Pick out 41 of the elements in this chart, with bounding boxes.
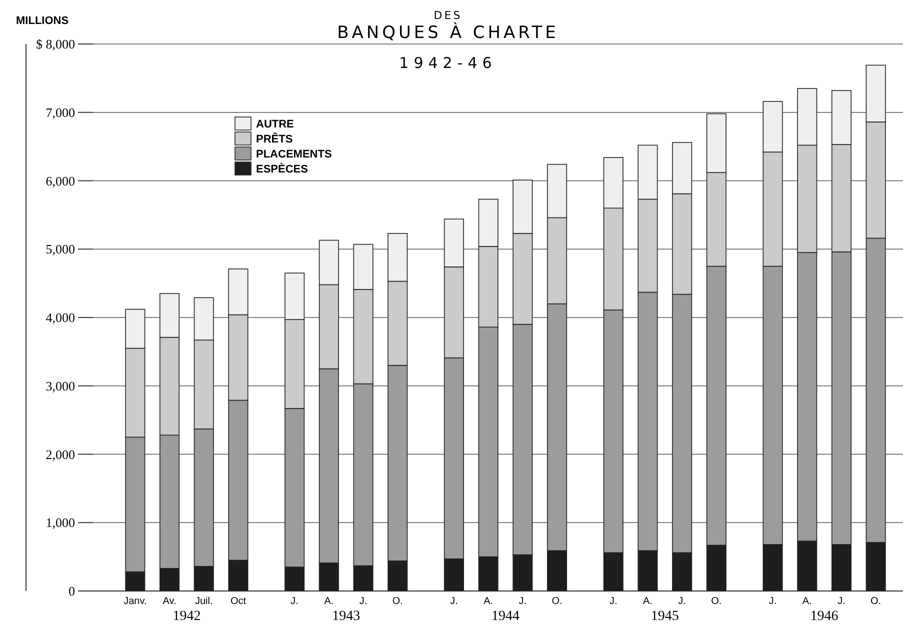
y-tick-label: 0 bbox=[68, 584, 75, 599]
x-tick-label: O. bbox=[870, 596, 882, 607]
text: 1942-46 bbox=[399, 54, 497, 72]
text: 1942 bbox=[172, 609, 201, 624]
x-tick-label: O. bbox=[392, 596, 403, 607]
legend-label: PLACEMENTS bbox=[256, 148, 332, 160]
x-tick-label: A. bbox=[643, 596, 652, 607]
y-tick-label: 4,000 bbox=[46, 310, 75, 326]
x-tick-label: O. bbox=[711, 596, 722, 607]
y-tick-label: $ 8,000 bbox=[36, 36, 75, 52]
x-tick-label: J. bbox=[290, 596, 298, 607]
x-tick-label: A. bbox=[802, 596, 812, 607]
x-tick-label: J. bbox=[450, 596, 458, 607]
y-axis-title: MILLIONS bbox=[16, 15, 69, 27]
chart-title: DES BANQUES À CHARTE bbox=[337, 9, 559, 43]
text: 1946 bbox=[810, 609, 838, 624]
legend-label: PRÊTS bbox=[256, 132, 293, 146]
x-tick-label: J. bbox=[768, 596, 777, 607]
x-tick-label: Oct bbox=[230, 596, 246, 607]
legend-label: AUTRE bbox=[256, 118, 294, 130]
y-tick-label: 7,000 bbox=[46, 104, 75, 120]
x-tick-label: Janv. bbox=[124, 596, 147, 607]
x-tick-label: A. bbox=[484, 596, 494, 607]
x-tick-label: O. bbox=[552, 596, 562, 607]
text: 1943 bbox=[332, 609, 360, 624]
y-tick-label: 6,000 bbox=[46, 173, 75, 188]
y-tick-label: 3,000 bbox=[46, 378, 75, 394]
y-tick-label: 5,000 bbox=[46, 242, 75, 257]
x-tick-label: Av. bbox=[162, 596, 176, 607]
x-tick-label: J. bbox=[359, 596, 368, 607]
x-tick-label: J. bbox=[609, 596, 618, 607]
text: 1945 bbox=[650, 609, 679, 624]
text: 1944 bbox=[492, 609, 520, 624]
y-tick-label: 2,000 bbox=[46, 446, 75, 462]
x-tick-label: J. bbox=[678, 596, 686, 607]
legend-label: ESPÈCES bbox=[256, 162, 308, 176]
x-tick-label: A. bbox=[324, 596, 334, 607]
x-tick-label: J. bbox=[518, 596, 527, 607]
x-tick-label: Juil. bbox=[194, 596, 213, 607]
x-tick-label: J. bbox=[838, 596, 846, 607]
y-tick-label: 1,000 bbox=[46, 515, 75, 530]
